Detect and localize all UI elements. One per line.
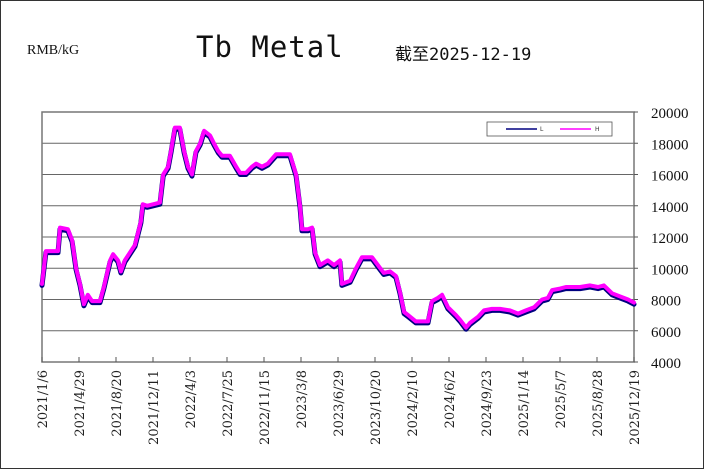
y-tick-label: 14000 (651, 200, 689, 216)
chart-title: Tb Metal (196, 30, 344, 64)
x-tick-label: 2023/6/29 (332, 370, 347, 437)
x-tick-label: 2022/11/15 (258, 370, 273, 445)
x-tick-label: 2021/4/29 (73, 370, 88, 437)
x-tick-label: 2025/1/14 (517, 370, 532, 437)
y-tick-label: 16000 (651, 169, 689, 185)
x-tick-label: 2022/4/3 (184, 370, 199, 428)
y-tick-label: 12000 (651, 231, 689, 247)
y-tick-label: 20000 (651, 106, 689, 122)
legend-box (486, 121, 613, 137)
x-tick-label: 2023/3/8 (295, 370, 310, 428)
x-tick-label: 2023/10/20 (369, 370, 384, 445)
y-axis-ticks: 4000 6000 8000 10000 12000 14000 16000 18000 200… (634, 106, 689, 372)
x-tick-label: 2025/12/19 (628, 370, 643, 445)
y-tick-label: 8000 (651, 294, 681, 310)
x-tick-label: 2021/12/11 (147, 370, 162, 445)
y-tick-label: 6000 (651, 325, 681, 341)
y-tick-label: 18000 (651, 137, 689, 153)
as-of-date: 截至2025-12-19 (395, 45, 532, 65)
y-tick-label: 4000 (651, 356, 681, 372)
x-tick-label: 2024/9/23 (480, 370, 495, 437)
x-tick-label: 2021/8/20 (110, 370, 125, 437)
x-axis-ticks: 2021/1/6 2021/4/29 2021/8/20 2021/12/11 2022… (36, 357, 643, 445)
x-tick-label: 2025/5/7 (554, 370, 569, 428)
legend-label-L: L (540, 126, 544, 133)
x-tick-label: 2022/7/25 (221, 370, 236, 437)
series-lines (39, 125, 637, 332)
legend-label-H: H (595, 126, 600, 133)
series-line-H (40, 125, 636, 330)
y-axis-unit-label: RMB/kG (27, 43, 80, 58)
y-tick-label: 10000 (651, 262, 689, 278)
legend: L H (486, 121, 613, 137)
x-tick-label: 2021/1/6 (36, 370, 51, 428)
x-tick-label: 2024/2/10 (406, 370, 421, 437)
x-tick-label: 2024/6/2 (443, 370, 458, 428)
x-tick-label: 2025/8/28 (591, 370, 606, 437)
